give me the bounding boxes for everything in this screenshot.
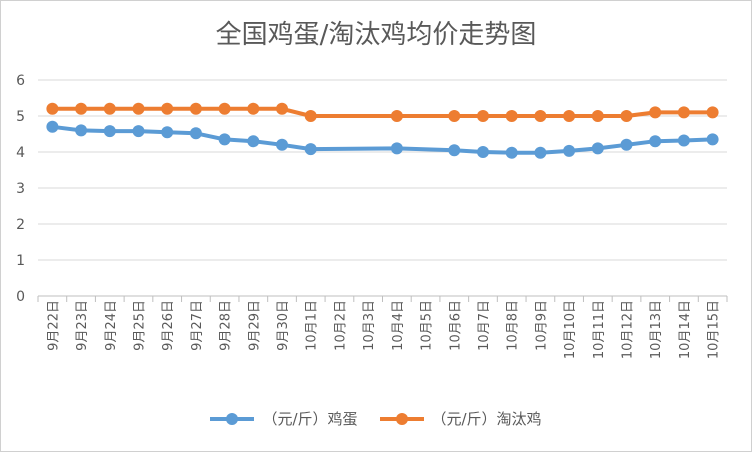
y-tick-label: 4 — [16, 145, 25, 161]
x-tick-label: 10月5日 — [420, 300, 435, 351]
series-1-point — [161, 102, 174, 115]
y-tick-label: 3 — [16, 181, 25, 197]
x-tick-label: 10月7日 — [477, 300, 492, 351]
series-1-point — [276, 102, 288, 115]
series-0-point — [132, 125, 145, 138]
series-1-point — [477, 110, 489, 122]
legend-swatch-eggs — [210, 412, 255, 425]
series-1-point — [189, 102, 202, 115]
series-1-point — [46, 102, 59, 115]
series-1-point — [132, 102, 145, 115]
x-tick-label: 10月13日 — [649, 300, 664, 359]
x-tick-label: 9月24日 — [104, 300, 119, 351]
legend-swatch-culled-hens — [379, 412, 424, 425]
series-0-point — [75, 124, 88, 137]
series-1-point — [247, 102, 260, 115]
series-0-point — [161, 126, 174, 139]
series-line-0 — [52, 124, 713, 155]
series-1-point — [390, 110, 403, 122]
series-0-point — [706, 133, 719, 146]
series-0-point — [505, 146, 518, 159]
x-tick-label: 10月15日 — [707, 300, 722, 359]
series-1-point — [649, 106, 662, 119]
legend-label-eggs: （元/斤）鸡蛋 — [262, 410, 358, 428]
legend: （元/斤）鸡蛋 （元/斤）淘汰鸡 — [0, 408, 752, 429]
legend-item-culled-hens: （元/斤）淘汰鸡 — [379, 408, 542, 429]
series-0-point — [189, 127, 202, 140]
legend-item-eggs: （元/斤）鸡蛋 — [210, 408, 358, 429]
x-tick-label: 10月3日 — [362, 300, 377, 351]
x-tick-label: 10月2日 — [333, 300, 348, 351]
x-tick-label: 9月29日 — [247, 300, 262, 351]
x-tick-label: 10月4日 — [391, 300, 406, 351]
y-tick-label: 6 — [16, 73, 25, 89]
y-tick-label: 0 — [16, 289, 25, 305]
series-0-point — [591, 142, 604, 155]
x-tick-label: 9月22日 — [46, 300, 61, 351]
x-tick-label: 9月27日 — [190, 300, 205, 351]
series-1-point — [505, 110, 518, 122]
x-tick-label: 10月10日 — [563, 300, 578, 359]
series-1-point — [620, 110, 633, 122]
x-tick-label: 9月28日 — [219, 300, 234, 351]
series-0-point — [218, 133, 231, 146]
x-tick-label: 10月8日 — [506, 300, 521, 351]
series-0-point — [649, 135, 662, 148]
series-1-point — [534, 110, 547, 122]
series-1-point — [218, 102, 231, 115]
series-0-point — [677, 134, 690, 147]
x-tick-label: 9月30日 — [276, 300, 291, 351]
series-0-point — [304, 143, 317, 156]
series-1-point — [706, 106, 719, 119]
series-1-point — [75, 102, 88, 115]
series-0-point — [448, 144, 461, 157]
x-tick-label: 9月25日 — [132, 300, 147, 351]
x-tick-label: 9月23日 — [75, 300, 90, 351]
chart-title: 全国鸡蛋/淘汰鸡均价走势图 — [215, 20, 537, 50]
series-0-point — [46, 120, 59, 133]
y-tick-label: 5 — [16, 109, 25, 125]
series-1-point — [563, 110, 576, 122]
series-0-point — [620, 138, 633, 151]
series-0-point — [103, 125, 116, 138]
series-1-point — [103, 102, 116, 115]
x-tick-label: 10月9日 — [534, 300, 549, 351]
x-tick-label: 10月11日 — [592, 300, 607, 359]
x-tick-label: 10月12日 — [621, 300, 636, 359]
series-0-point — [390, 142, 403, 155]
x-tick-label: 10月6日 — [448, 300, 463, 351]
y-tick-label: 2 — [16, 217, 25, 233]
series-1-point — [304, 110, 317, 122]
x-tick-label: 10月14日 — [678, 300, 693, 359]
series-0-point — [477, 146, 489, 158]
series-0-point — [563, 144, 576, 157]
series-1-point — [591, 110, 604, 122]
series-0-point — [534, 146, 547, 159]
series-line-1 — [52, 106, 713, 118]
series-0-point — [276, 138, 288, 151]
series-1-point — [448, 110, 461, 122]
series-1-point — [677, 106, 690, 119]
legend-label-culled-hens: （元/斤）淘汰鸡 — [431, 410, 542, 428]
x-tick-label: 9月26日 — [161, 300, 176, 351]
series-0-point — [247, 135, 260, 148]
y-tick-label: 1 — [16, 253, 25, 269]
x-tick-label: 10月1日 — [305, 300, 320, 351]
